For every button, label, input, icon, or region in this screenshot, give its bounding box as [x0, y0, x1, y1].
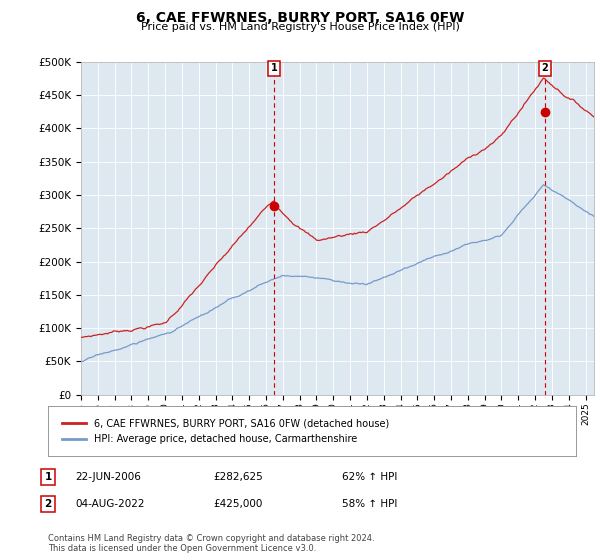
Text: 1: 1: [271, 63, 277, 73]
Text: 22-JUN-2006: 22-JUN-2006: [75, 472, 141, 482]
Text: 2: 2: [44, 499, 52, 509]
Text: Price paid vs. HM Land Registry's House Price Index (HPI): Price paid vs. HM Land Registry's House …: [140, 22, 460, 32]
Text: 62% ↑ HPI: 62% ↑ HPI: [342, 472, 397, 482]
Text: £282,625: £282,625: [213, 472, 263, 482]
Text: 6, CAE FFWRNES, BURRY PORT, SA16 0FW: 6, CAE FFWRNES, BURRY PORT, SA16 0FW: [136, 11, 464, 25]
Text: 1: 1: [44, 472, 52, 482]
Text: 04-AUG-2022: 04-AUG-2022: [75, 499, 145, 509]
Text: Contains HM Land Registry data © Crown copyright and database right 2024.
This d: Contains HM Land Registry data © Crown c…: [48, 534, 374, 553]
Text: 58% ↑ HPI: 58% ↑ HPI: [342, 499, 397, 509]
Text: £425,000: £425,000: [213, 499, 262, 509]
Legend: 6, CAE FFWRNES, BURRY PORT, SA16 0FW (detached house), HPI: Average price, detac: 6, CAE FFWRNES, BURRY PORT, SA16 0FW (de…: [58, 414, 393, 448]
Text: 2: 2: [542, 63, 548, 73]
